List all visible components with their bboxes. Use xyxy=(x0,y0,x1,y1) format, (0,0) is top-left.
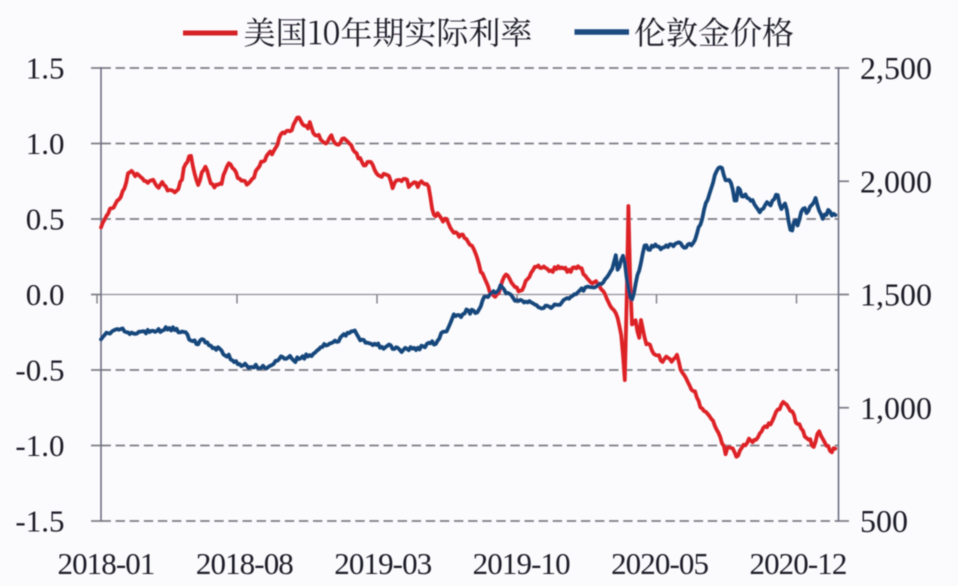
svg-text:-1.0: -1.0 xyxy=(15,428,64,463)
svg-text:1.5: 1.5 xyxy=(26,51,65,86)
svg-text:1,000: 1,000 xyxy=(860,390,932,426)
svg-text:2019-10: 2019-10 xyxy=(473,546,570,581)
svg-text:2,000: 2,000 xyxy=(860,163,932,199)
svg-text:2020-12: 2020-12 xyxy=(749,546,846,581)
svg-text:1,500: 1,500 xyxy=(860,277,932,313)
svg-text:500: 500 xyxy=(860,503,908,539)
svg-text:1.0: 1.0 xyxy=(26,126,65,161)
svg-text:-0.5: -0.5 xyxy=(15,353,64,388)
svg-text:2020-05: 2020-05 xyxy=(611,546,708,581)
svg-text:2018-08: 2018-08 xyxy=(196,546,293,581)
svg-text:0.0: 0.0 xyxy=(26,277,65,312)
svg-text:2019-03: 2019-03 xyxy=(334,546,431,581)
svg-text:2018-01: 2018-01 xyxy=(57,546,154,581)
svg-text:2,500: 2,500 xyxy=(860,50,932,86)
svg-text:-1.5: -1.5 xyxy=(15,504,64,539)
svg-text:0.5: 0.5 xyxy=(26,202,65,237)
